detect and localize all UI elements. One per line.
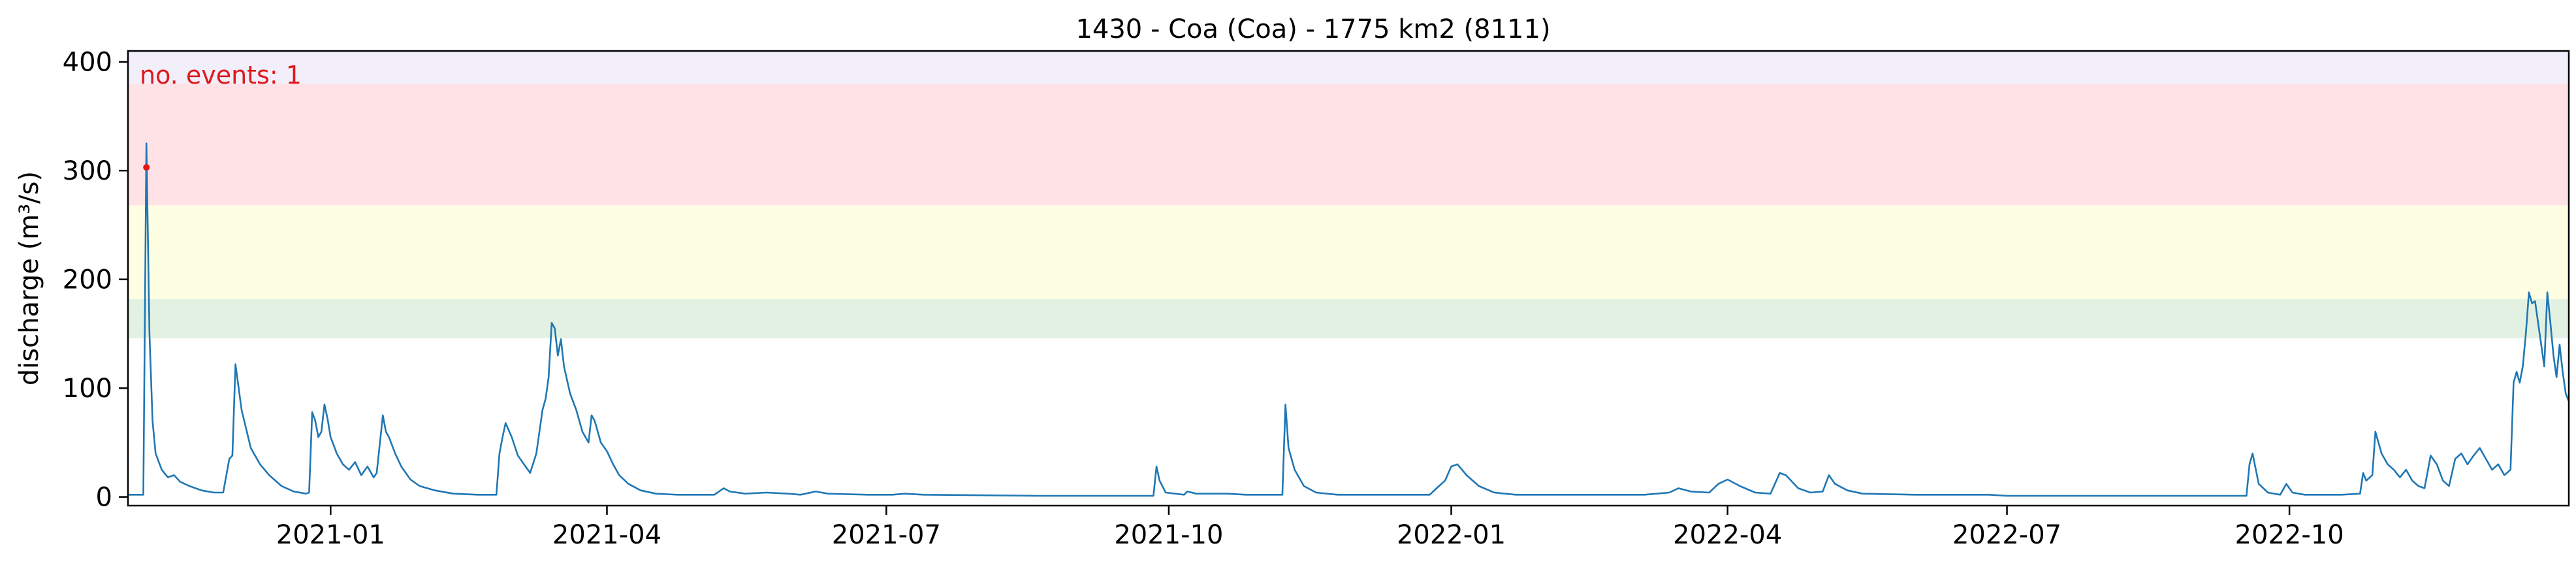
x-tick-label-7: 2022-10 xyxy=(2235,520,2344,550)
series-group xyxy=(128,142,2570,497)
series-line-0 xyxy=(128,142,2570,497)
threshold-band-1 xyxy=(128,205,2569,299)
threshold-band-0 xyxy=(128,299,2569,338)
x-tick-label-2: 2021-07 xyxy=(832,520,941,550)
threshold-band-3 xyxy=(128,51,2569,84)
x-tick-label-5: 2022-04 xyxy=(1673,520,1782,550)
y-tick-label-100: 100 xyxy=(63,374,112,404)
events-count-annotation: no. events: 1 xyxy=(140,61,302,89)
y-tick-label-400: 400 xyxy=(63,48,112,78)
y-tick-label-200: 200 xyxy=(63,265,112,295)
y-tick-label-300: 300 xyxy=(63,156,112,186)
x-tick-label-6: 2022-07 xyxy=(1952,520,2061,550)
event-markers xyxy=(143,164,150,171)
event-point-0 xyxy=(143,164,150,171)
x-tick-label-3: 2021-10 xyxy=(1114,520,1223,550)
y-tick-label-0: 0 xyxy=(96,483,112,513)
plot-frame xyxy=(127,50,2570,507)
x-tick-label-0: 2021-01 xyxy=(276,520,385,550)
threshold-band-2 xyxy=(128,83,2569,206)
threshold-bands xyxy=(128,51,2569,338)
chart-title: 1430 - Coa (Coa) - 1775 km2 (8111) xyxy=(1075,14,1550,44)
x-tick-label-4: 2022-01 xyxy=(1397,520,1506,550)
x-tick-label-1: 2021-04 xyxy=(552,520,661,550)
y-axis-label: discharge (m³/s) xyxy=(14,171,44,385)
x-axis: 2021-01 2021-04 2021-07 2021-10 2022-01 2022-… xyxy=(276,506,2344,550)
y-axis: 0 100 200 300 400 xyxy=(63,48,128,513)
